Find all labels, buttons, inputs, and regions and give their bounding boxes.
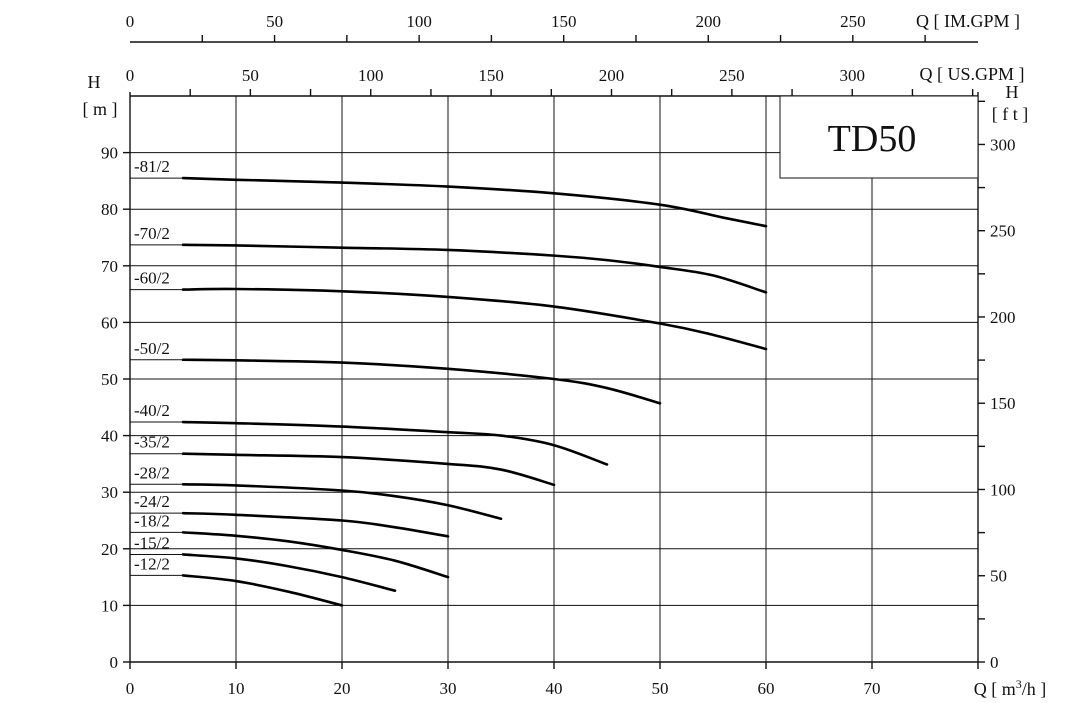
series-label-35-2: -35/2 (134, 433, 170, 452)
usgpm-tick-label-100: 100 (358, 66, 384, 85)
series-label-81-2: -81/2 (134, 157, 170, 176)
series-labels: -81/2 -70/2 -60/2 -50/2 -40/2 -35/2 -28/2 -24/2… (130, 157, 183, 576)
y-axis-label-h: H (88, 72, 101, 92)
ft-tick-label-300: 300 (990, 135, 1016, 154)
usgpm-tick-label-150: 150 (478, 66, 504, 85)
usgpm-tick-label-200: 200 (599, 66, 625, 85)
series-label-40-2: -40/2 (134, 401, 170, 420)
title-box (779, 95, 979, 179)
right-axis-label-h: H (1006, 82, 1019, 102)
curves (181, 176, 768, 607)
imgpm-tick-label-50: 50 (266, 12, 283, 31)
y-tick-label-0: 0 (110, 653, 119, 672)
usgpm-tick-label-50: 50 (242, 66, 259, 85)
ft-tick-label-100: 100 (990, 480, 1016, 499)
ft-tick-label-200: 200 (990, 308, 1016, 327)
ft-tick-label-150: 150 (990, 394, 1016, 413)
x-tick-label-40: 40 (546, 679, 563, 698)
ft-tick-label-250: 250 (990, 222, 1016, 241)
series-label-15-2: -15/2 (134, 533, 170, 552)
usgpm-tick-label-0: 0 (126, 66, 135, 85)
y-tick-label-70: 70 (101, 257, 118, 276)
curve-35-2 (181, 452, 556, 487)
imgpm-tick-label-250: 250 (840, 12, 866, 31)
imgpm-tick-label-0: 0 (126, 12, 135, 31)
series-label-50-2: -50/2 (134, 339, 170, 358)
y-tick-label-50: 50 (101, 370, 118, 389)
series-label-12-2: -12/2 (134, 554, 170, 573)
x-tick-label-70: 70 (864, 679, 881, 698)
y-tick-label-20: 20 (101, 540, 118, 559)
top-im-axis-label: Q [ IM.GPM ] (916, 11, 1020, 31)
usgpm-tick-label-250: 250 (719, 66, 745, 85)
curve-18-2 (181, 531, 450, 579)
x-tick-label-30: 30 (440, 679, 457, 698)
x-tick-label-10: 10 (228, 679, 245, 698)
ticks: 0 10 20 30 40 50 60 70 0 10 20 30 40 50 60 70 80 90 0 50 100… (101, 12, 1016, 698)
curve-12-2 (181, 574, 344, 607)
x-tick-label-50: 50 (652, 679, 669, 698)
ft-tick-label-50: 50 (990, 567, 1007, 586)
chart-title: TD50 (828, 118, 917, 160)
y-tick-label-30: 30 (101, 483, 118, 502)
x-tick-label-60: 60 (758, 679, 775, 698)
y-axis-label-unit: [ m ] (83, 99, 118, 119)
imgpm-tick-label-200: 200 (696, 12, 722, 31)
x-axis-label: Q [ m3/h ] (974, 677, 1047, 699)
y-tick-label-60: 60 (101, 313, 118, 332)
y-tick-label-90: 90 (101, 144, 118, 163)
curve-70-2 (181, 243, 768, 294)
curve-50-2 (181, 358, 662, 405)
y-tick-label-80: 80 (101, 200, 118, 219)
curve-24-2 (181, 511, 450, 538)
y-tick-label-40: 40 (101, 427, 118, 446)
grid (130, 96, 978, 662)
ft-tick-label-0: 0 (990, 653, 999, 672)
x-tick-label-0: 0 (126, 679, 135, 698)
curve-81-2 (181, 176, 768, 228)
curve-40-2 (181, 420, 609, 466)
imgpm-tick-label-150: 150 (551, 12, 577, 31)
curve-28-2 (181, 482, 503, 521)
usgpm-tick-label-300: 300 (840, 66, 866, 85)
series-label-70-2: -70/2 (134, 224, 170, 243)
imgpm-tick-label-100: 100 (406, 12, 432, 31)
series-label-60-2: -60/2 (134, 269, 170, 288)
curve-60-2 (181, 287, 768, 351)
series-label-28-2: -28/2 (134, 463, 170, 482)
curve-15-2 (181, 553, 397, 592)
x-tick-label-20: 20 (334, 679, 351, 698)
series-label-24-2: -24/2 (134, 492, 170, 511)
top-us-axis-label: Q [ US.GPM ] (919, 64, 1024, 84)
series-label-18-2: -18/2 (134, 511, 170, 530)
right-axis-label-unit: [ f t ] (992, 104, 1028, 124)
y-tick-label-10: 10 (101, 596, 118, 615)
